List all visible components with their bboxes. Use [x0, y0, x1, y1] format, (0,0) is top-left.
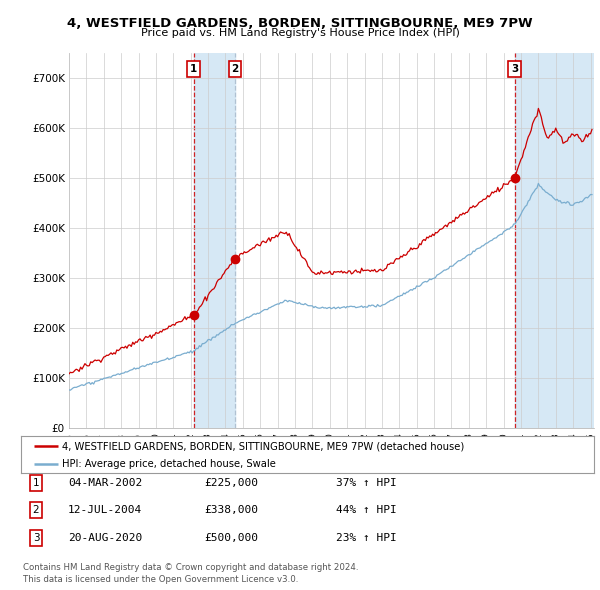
Text: 04-MAR-2002: 04-MAR-2002 — [68, 478, 142, 487]
Text: Price paid vs. HM Land Registry's House Price Index (HPI): Price paid vs. HM Land Registry's House … — [140, 28, 460, 38]
Bar — [194, 53, 235, 428]
Text: 3: 3 — [32, 533, 40, 543]
Text: 37% ↑ HPI: 37% ↑ HPI — [336, 478, 397, 487]
Text: £500,000: £500,000 — [204, 533, 258, 543]
Bar — [515, 53, 594, 428]
Text: 3: 3 — [511, 64, 518, 74]
Text: 20-AUG-2020: 20-AUG-2020 — [68, 533, 142, 543]
Text: HPI: Average price, detached house, Swale: HPI: Average price, detached house, Swal… — [62, 459, 276, 469]
Text: £338,000: £338,000 — [204, 506, 258, 515]
Text: 4, WESTFIELD GARDENS, BORDEN, SITTINGBOURNE, ME9 7PW (detached house): 4, WESTFIELD GARDENS, BORDEN, SITTINGBOU… — [62, 441, 464, 451]
Text: 1: 1 — [32, 478, 40, 487]
Text: 23% ↑ HPI: 23% ↑ HPI — [336, 533, 397, 543]
Text: 44% ↑ HPI: 44% ↑ HPI — [336, 506, 397, 515]
Text: £225,000: £225,000 — [204, 478, 258, 487]
Text: 1: 1 — [190, 64, 197, 74]
Text: 2: 2 — [32, 506, 40, 515]
Text: 12-JUL-2004: 12-JUL-2004 — [68, 506, 142, 515]
Text: 4, WESTFIELD GARDENS, BORDEN, SITTINGBOURNE, ME9 7PW: 4, WESTFIELD GARDENS, BORDEN, SITTINGBOU… — [67, 17, 533, 30]
Text: Contains HM Land Registry data © Crown copyright and database right 2024.
This d: Contains HM Land Registry data © Crown c… — [23, 563, 358, 584]
Text: 2: 2 — [231, 64, 238, 74]
